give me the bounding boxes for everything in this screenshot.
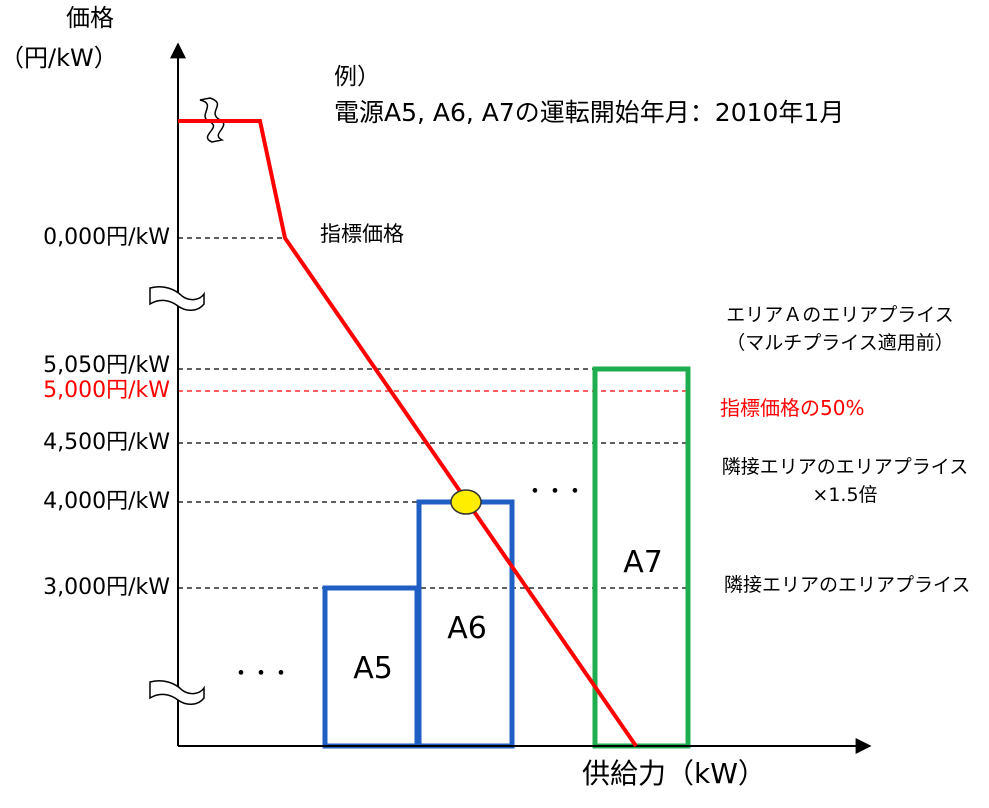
ellipsis-middle: ･･･ — [528, 475, 589, 508]
price-label-5050: 5,050円/kW — [43, 353, 170, 378]
area-price-annotation-line2: （マルチプライス適用前） — [726, 332, 954, 354]
bar-label-a5: A5 — [353, 651, 393, 686]
y-axis-title-line2: （円/kW） — [0, 44, 118, 72]
demand-curve — [178, 119, 638, 748]
ellipsis-left: ･･･ — [234, 657, 295, 690]
adjacent-x15-annotation-line2: ×1.5倍 — [812, 484, 878, 506]
intersection-marker — [450, 489, 482, 515]
axis-break-mid — [149, 285, 205, 311]
bar-label-a6: A6 — [447, 611, 487, 646]
bar-label-a7: A7 — [623, 545, 663, 580]
x-axis-title: 供給力（kW） — [582, 757, 766, 790]
index-price-annotation: 指標価格 — [320, 222, 404, 246]
area-price-annotation-line1: エリアＡのエリアプライス — [726, 304, 954, 326]
example-description: 電源A5, A6, A7の運転開始年月：2010年1月 — [334, 98, 845, 127]
adjacent-annotation: 隣接エリアのエリアプライス — [724, 574, 971, 596]
price-label-4000: 4,000円/kW — [43, 489, 170, 514]
price-label-5000: 5,000円/kW — [43, 378, 170, 403]
y-axis-title-line1: 価格 — [66, 4, 114, 32]
price-label-10000: 0,000円/kW — [43, 225, 170, 250]
price-label-4500: 4,500円/kW — [43, 430, 170, 455]
index-half-annotation: 指標価格の50% — [720, 396, 865, 420]
example-label: 例） — [334, 64, 380, 90]
axis-break-low — [149, 679, 205, 705]
adjacent-x15-annotation-line1: 隣接エリアのエリアプライス — [721, 456, 969, 478]
price-label-3000: 3,000円/kW — [43, 575, 170, 600]
